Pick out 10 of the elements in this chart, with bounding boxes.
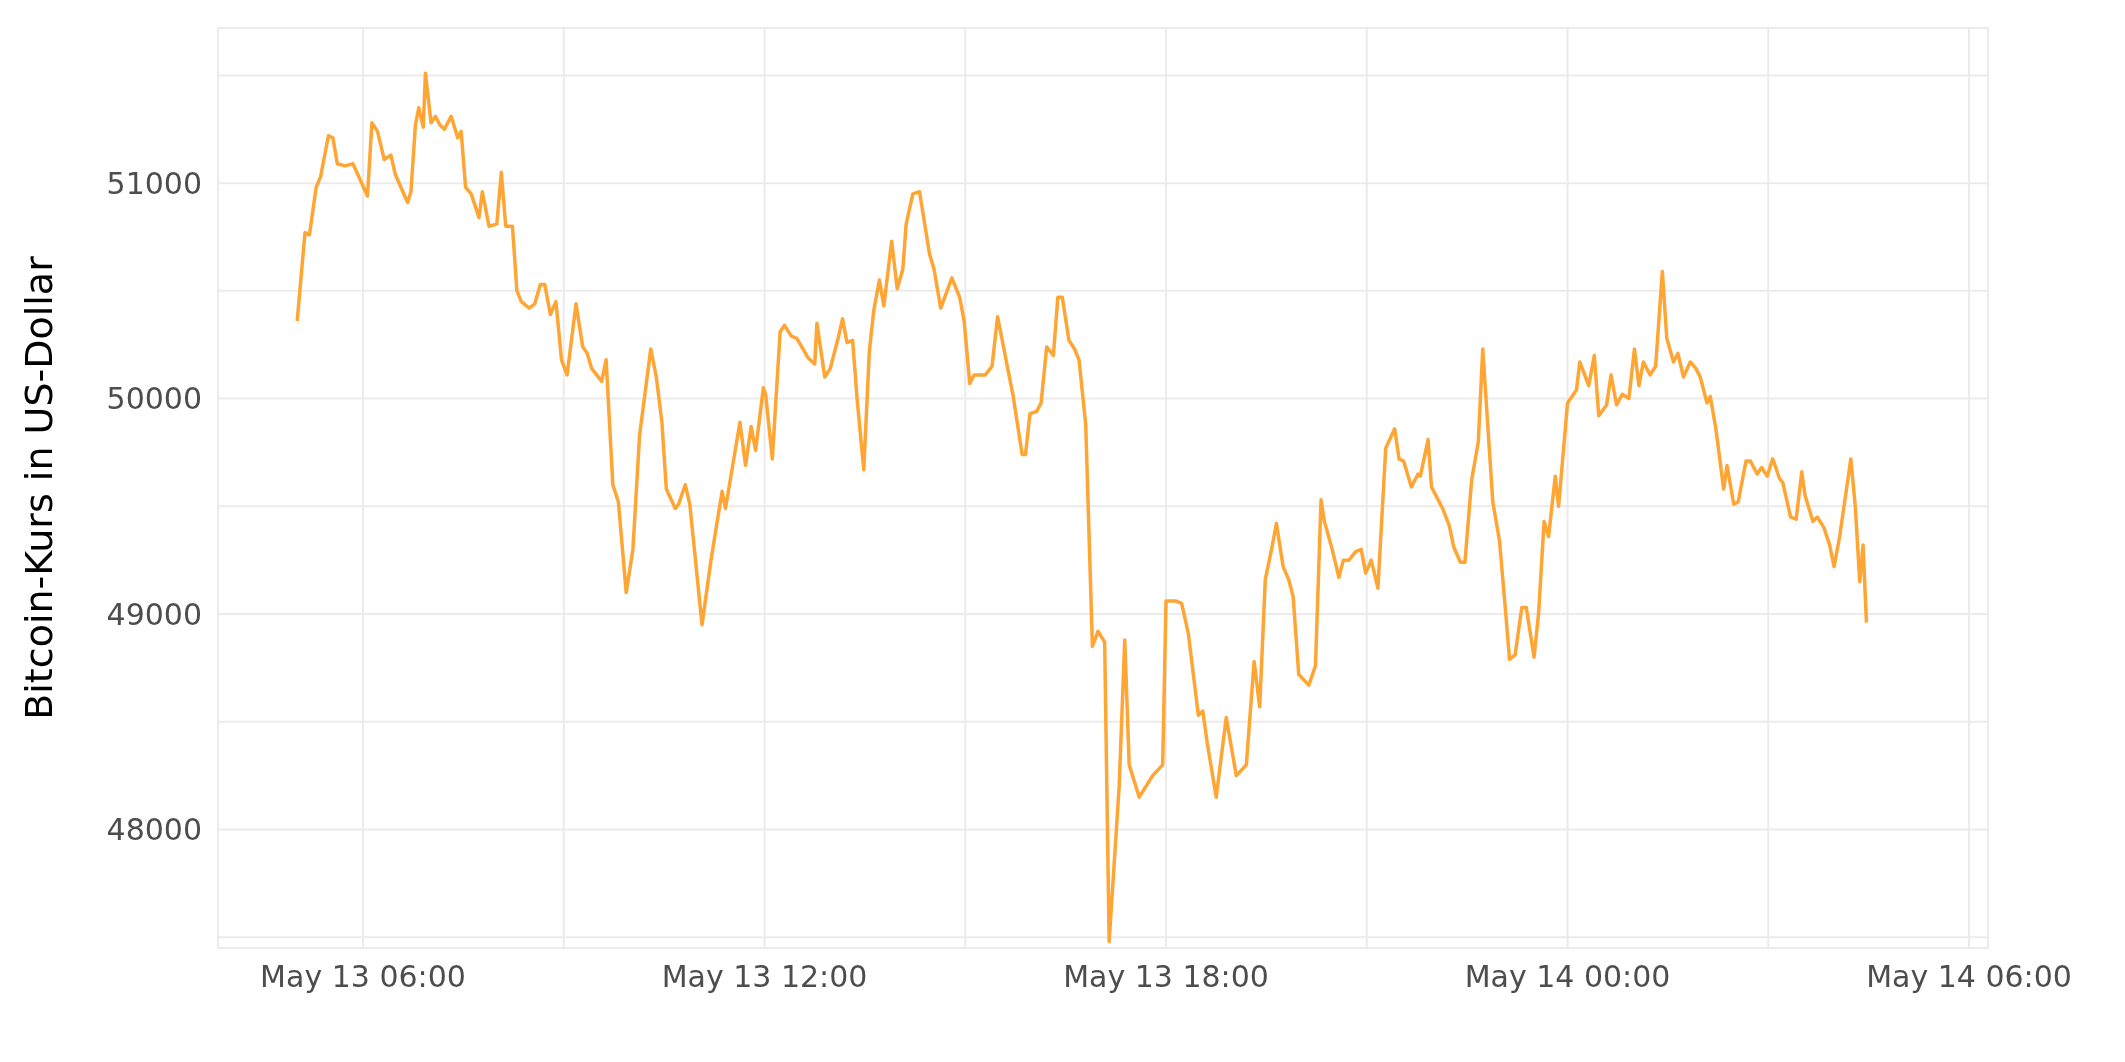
x-tick-label: May 13 06:00 — [260, 959, 466, 995]
x-tick-label: May 13 12:00 — [661, 959, 868, 995]
y-tick-label: 48000 — [106, 812, 202, 848]
y-tick-label: 51000 — [106, 165, 202, 201]
x-tick-label: May 14 06:00 — [1866, 959, 2072, 995]
x-tick-label: May 14 00:00 — [1464, 959, 1671, 995]
y-axis-title: Bitcoin-Kurs in US-Dollar — [17, 255, 62, 720]
x-tick-label: May 13 18:00 — [1063, 959, 1269, 995]
y-tick-label: 49000 — [106, 596, 202, 632]
y-tick-label: 50000 — [106, 381, 202, 417]
